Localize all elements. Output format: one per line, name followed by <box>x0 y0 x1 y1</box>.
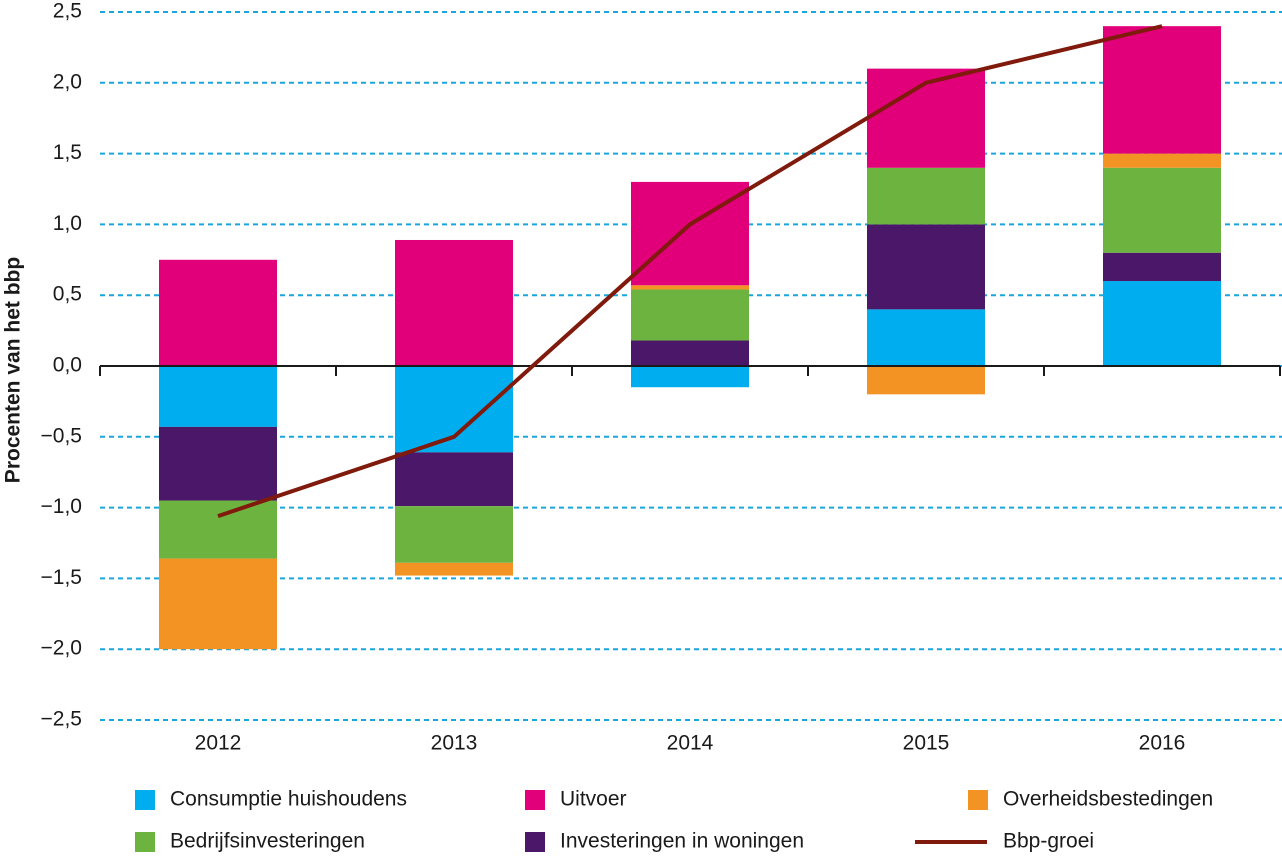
y-tick-label: 1,0 <box>53 212 82 235</box>
bar-segment <box>1103 26 1221 154</box>
line <box>217 24 1163 518</box>
bar-segment <box>631 285 749 290</box>
bar-segment <box>867 366 985 395</box>
y-axis-title: Procenten van het bbp <box>2 257 25 483</box>
legend-label: Consumptie huishoudens <box>170 788 407 811</box>
bar-segment <box>1103 252 1221 282</box>
x-tick-label: 2016 <box>1139 732 1186 755</box>
legend-label: Overheidsbestedingen <box>1003 788 1213 811</box>
y-tick-label: −0,5 <box>41 424 82 447</box>
legend-swatch <box>135 790 155 810</box>
legend-swatch <box>135 832 155 852</box>
bar-segment <box>867 68 985 168</box>
x-tick-label: 2013 <box>431 732 478 755</box>
y-tick-label: 2,0 <box>53 70 82 93</box>
y-tick-label: −2,0 <box>41 637 82 660</box>
bar-segment <box>159 259 277 366</box>
x-tick-label: 2015 <box>903 732 950 755</box>
bar-segment <box>395 366 513 453</box>
bar-segment <box>1103 281 1221 366</box>
y-tick-label: −2,5 <box>41 708 82 731</box>
legend-swatch <box>525 832 545 852</box>
bar-segment <box>631 366 749 388</box>
y-tick-label: −1,0 <box>41 495 82 518</box>
bar-segment <box>159 500 277 559</box>
bar-segment <box>867 309 985 366</box>
bar-segment <box>395 452 513 507</box>
bar-segment <box>159 426 277 501</box>
legend-label: Bedrijfsinvesteringen <box>170 830 365 853</box>
legend-label: Uitvoer <box>560 788 627 811</box>
bar-segment <box>867 167 985 225</box>
bar-segment <box>1103 167 1221 253</box>
bar-segment <box>1103 153 1221 168</box>
x-tick-label: 2012 <box>195 732 242 755</box>
bar-segment <box>631 340 749 366</box>
legend-label: Bbp-groei <box>1003 830 1094 853</box>
y-tick-label: 0,0 <box>53 354 82 377</box>
bar-segment <box>867 224 985 310</box>
legend-label: Investeringen in woningen <box>560 830 804 853</box>
bar-segment <box>159 366 277 427</box>
legend-swatch <box>525 790 545 810</box>
legend-swatch <box>968 790 988 810</box>
bar-segment <box>395 562 513 576</box>
bar-segment <box>631 289 749 341</box>
y-tick-label: 2,5 <box>53 0 82 23</box>
bar-segment <box>159 558 277 650</box>
bar-segment <box>395 506 513 563</box>
x-tick-label: 2014 <box>667 732 714 755</box>
y-tick-label: 0,5 <box>53 283 82 306</box>
bar-segment <box>395 239 513 366</box>
y-tick-label: −1,5 <box>41 566 82 589</box>
y-tick-label: 1,5 <box>53 141 82 164</box>
